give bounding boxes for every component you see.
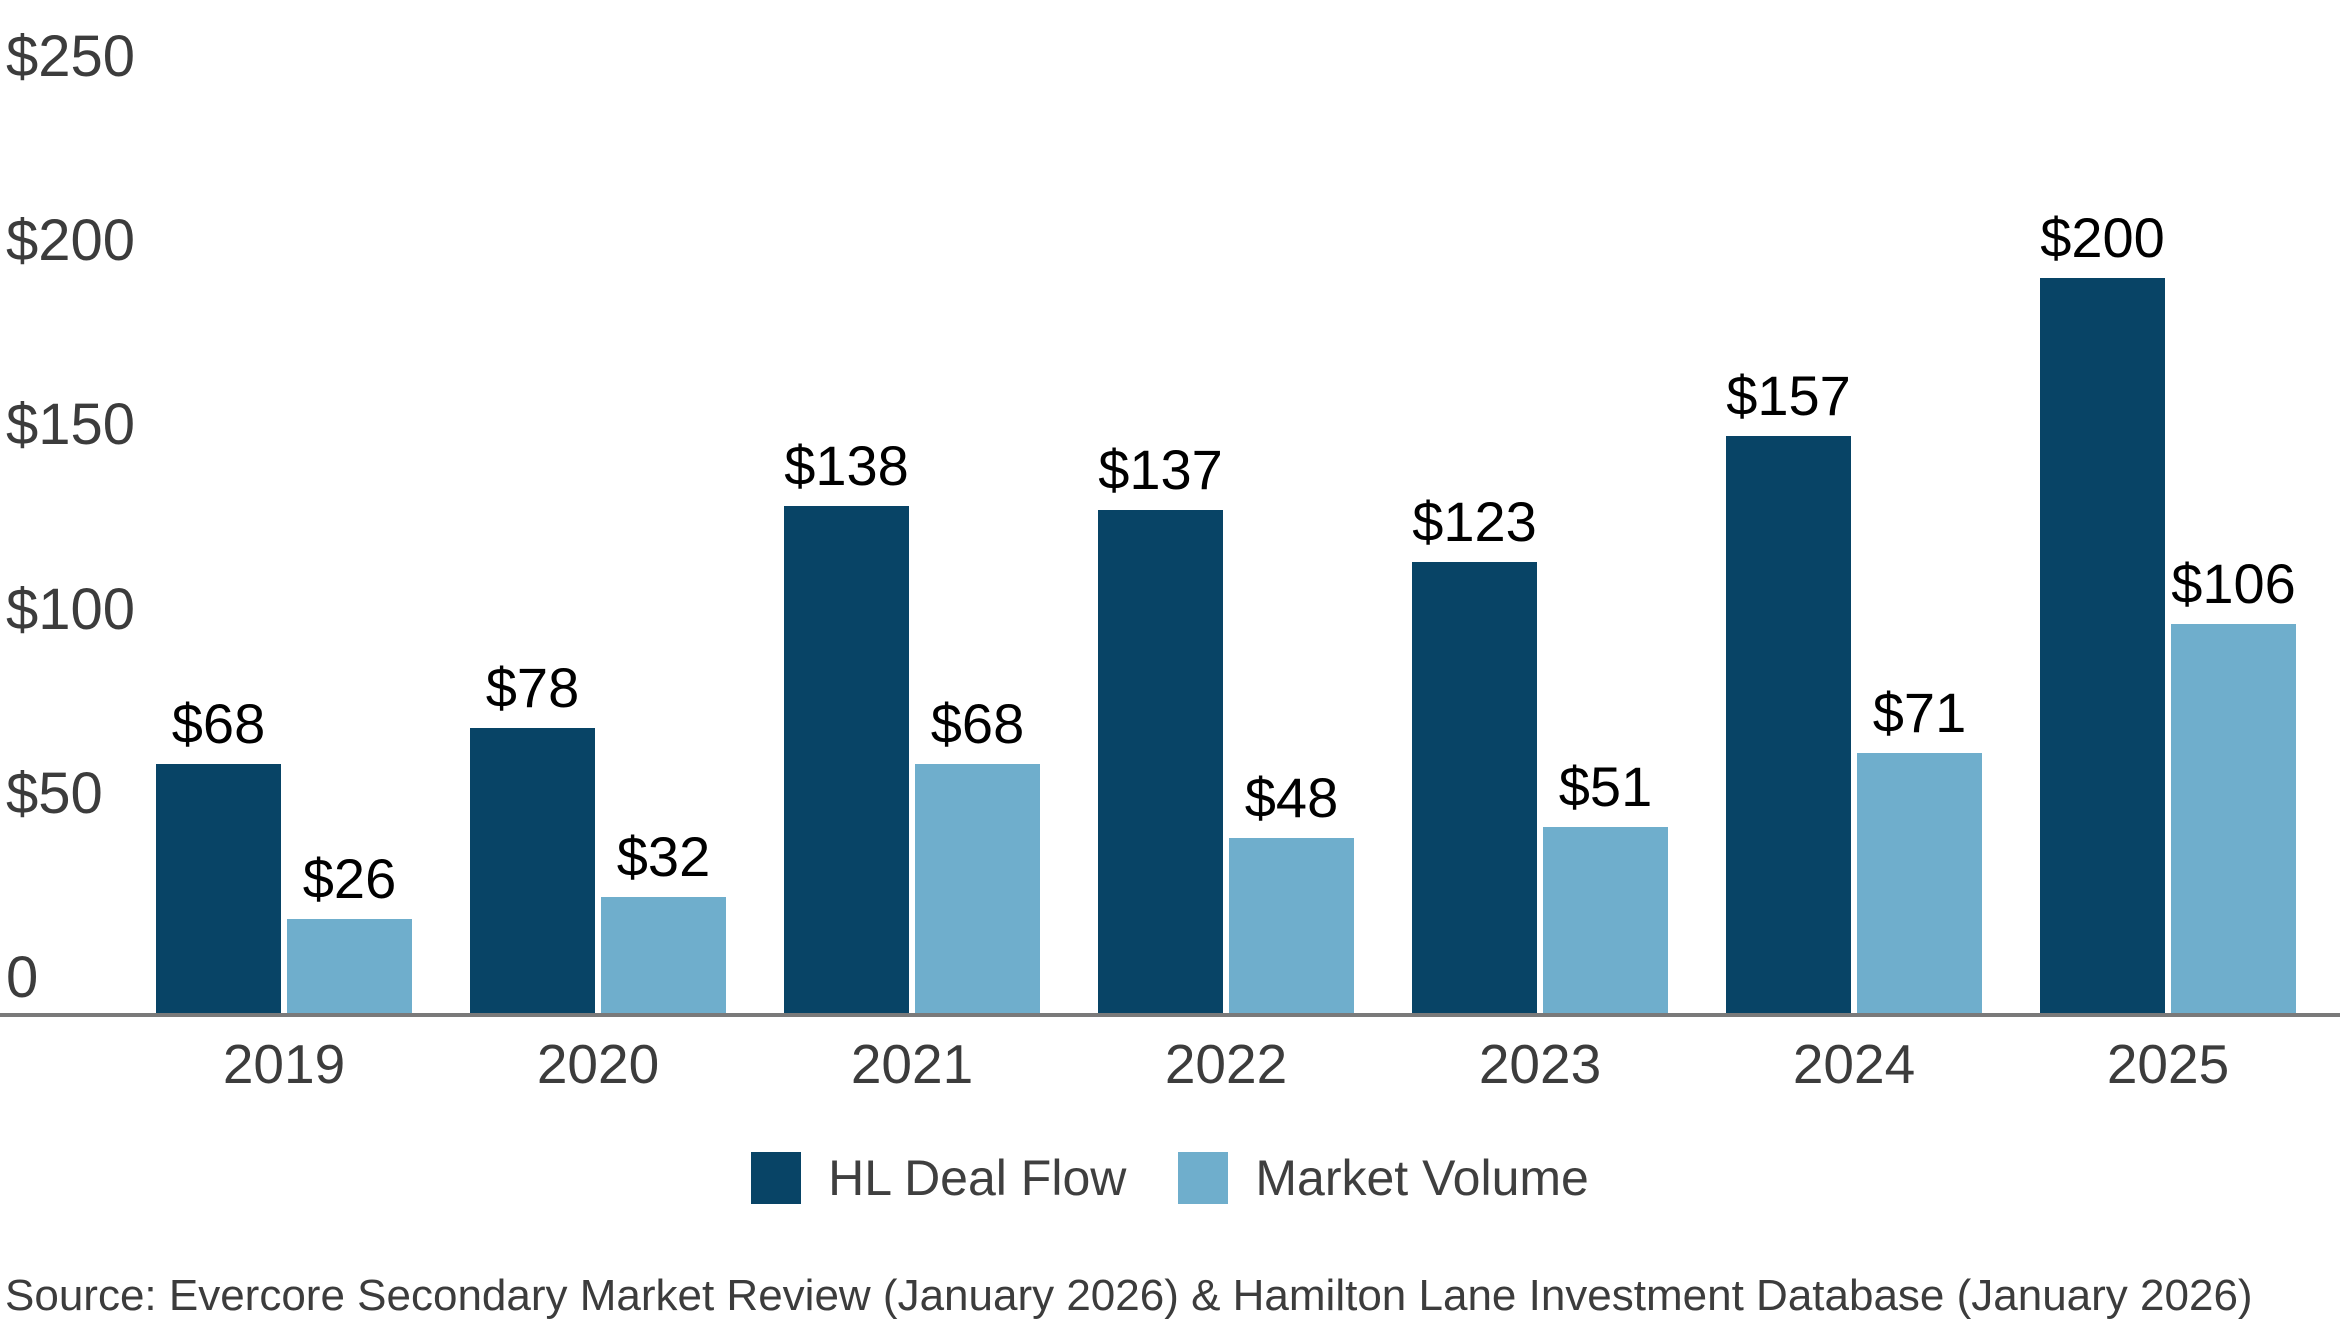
- bar-value-label-hl-deal-flow-2022: $137: [1098, 438, 1223, 501]
- bar-hl-deal-flow-2025: [2040, 278, 2165, 1015]
- bar-hl-deal-flow-2022: [1098, 510, 1223, 1015]
- bar-market-volume-2025: [2171, 624, 2296, 1015]
- bar-hl-deal-flow-2019: [156, 764, 281, 1015]
- bar-hl-deal-flow-2021: [784, 506, 909, 1015]
- y-tick-label-200: $200: [6, 208, 136, 273]
- bar-value-label-hl-deal-flow-2020: $78: [485, 656, 580, 719]
- bar-market-volume-2020: [601, 897, 726, 1015]
- source-note: Source: Evercore Secondary Market Review…: [5, 1271, 2253, 1320]
- bar-market-volume-2021: [915, 764, 1040, 1015]
- legend-label-hl-deal-flow: HL Deal Flow: [828, 1150, 1127, 1206]
- x-tick-label-2025: 2025: [2106, 1033, 2230, 1095]
- bar-value-label-market-volume-2024: $71: [1872, 681, 1967, 744]
- bar-hl-deal-flow-2020: [470, 728, 595, 1015]
- bar-value-label-hl-deal-flow-2023: $123: [1412, 490, 1537, 553]
- y-tick-label-150: $150: [6, 392, 136, 458]
- plot-area: 0 $50 $100 $150 $200 $250 $68 $26 $78 $32 $138 $68 $…: [6, 23, 2296, 1015]
- y-tick-label-0: 0: [6, 945, 39, 1010]
- x-tick-label-2021: 2021: [850, 1033, 974, 1095]
- x-tick-label-2023: 2023: [1478, 1033, 1602, 1095]
- y-tick-label-250: $250: [6, 23, 136, 89]
- legend-swatch-market-volume: [1178, 1152, 1229, 1204]
- bar-market-volume-2022: [1229, 838, 1354, 1015]
- bar-market-volume-2019: [287, 919, 412, 1015]
- x-tick-label-2020: 2020: [536, 1033, 660, 1095]
- x-tick-label-2019: 2019: [222, 1033, 346, 1095]
- bar-value-label-hl-deal-flow-2024: $157: [1726, 364, 1851, 427]
- y-tick-label-100: $100: [6, 576, 136, 642]
- bar-market-volume-2023: [1543, 827, 1668, 1015]
- legend-item-hl-deal-flow: HL Deal Flow: [751, 1152, 1126, 1204]
- bar-value-label-market-volume-2023: $51: [1558, 755, 1653, 818]
- legend-item-market-volume: Market Volume: [1178, 1150, 1589, 1206]
- bar-value-label-market-volume-2021: $68: [930, 692, 1025, 755]
- bar-hl-deal-flow-2023: [1412, 562, 1537, 1015]
- y-tick-label-50: $50: [6, 760, 103, 826]
- bar-value-label-hl-deal-flow-2021: $138: [784, 434, 909, 497]
- bar-value-label-market-volume-2020: $32: [616, 825, 711, 888]
- x-tick-label-2022: 2022: [1164, 1033, 1288, 1095]
- bar-value-label-market-volume-2022: $48: [1244, 766, 1339, 829]
- x-axis-line: [0, 1013, 2340, 1017]
- bar-value-label-market-volume-2025: $106: [2171, 552, 2296, 615]
- legend-swatch-hl-deal-flow: [751, 1152, 802, 1204]
- bar-value-label-hl-deal-flow-2025: $200: [2040, 206, 2165, 269]
- x-tick-label-2024: 2024: [1792, 1033, 1916, 1095]
- legend: HL Deal Flow Market Volume: [0, 1152, 2340, 1204]
- bar-market-volume-2024: [1857, 753, 1982, 1015]
- legend-label-market-volume: Market Volume: [1255, 1150, 1589, 1206]
- bar-value-label-hl-deal-flow-2019: $68: [171, 692, 266, 755]
- bar-hl-deal-flow-2024: [1726, 436, 1851, 1015]
- bar-value-label-market-volume-2019: $26: [302, 847, 397, 910]
